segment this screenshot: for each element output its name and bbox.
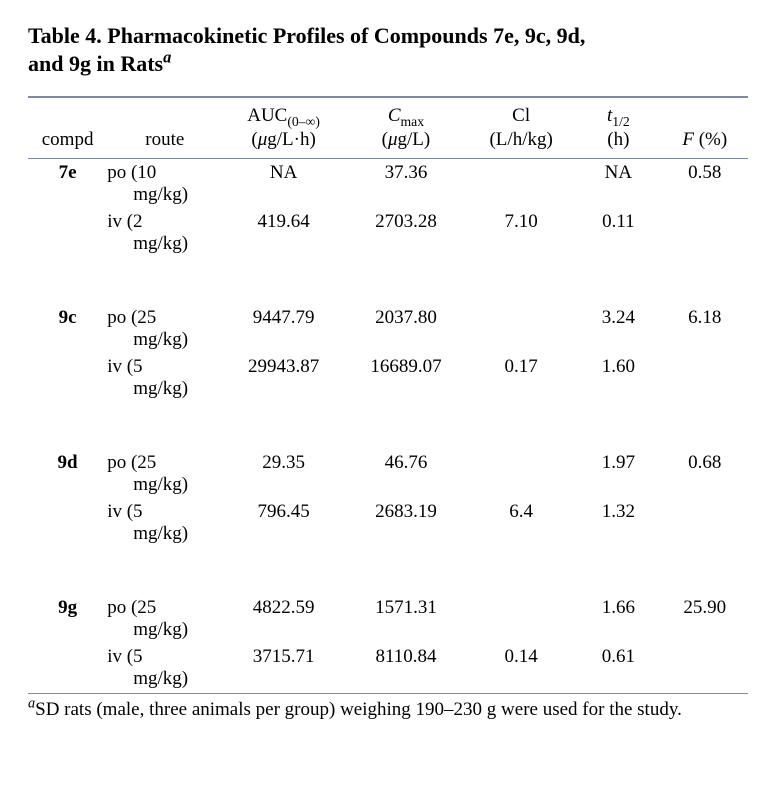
cell-f: 0.58 bbox=[662, 158, 748, 208]
cell-cmax: 2683.19 bbox=[345, 498, 467, 548]
cell-t12: 3.24 bbox=[575, 304, 661, 354]
cell-route: po (10mg/kg) bbox=[107, 158, 222, 208]
cell-route: iv (5mg/kg) bbox=[107, 498, 222, 548]
cell-cl: 0.14 bbox=[467, 643, 575, 693]
cell-cmax: 16689.07 bbox=[345, 353, 467, 403]
cell-auc: 3715.71 bbox=[222, 643, 344, 693]
cell-cmax: 8110.84 bbox=[345, 643, 467, 693]
pk-table: compd route AUC(0–∞) (μg/L·h) Cmax (μg/L… bbox=[28, 96, 748, 694]
table-row: 9cpo (25mg/kg)9447.792037.80 3.246.18 bbox=[28, 304, 748, 354]
cell-route: iv (5mg/kg) bbox=[107, 643, 222, 693]
cell-f bbox=[662, 353, 748, 403]
col-cmax: Cmax (μg/L) bbox=[345, 97, 467, 158]
group-gap bbox=[28, 548, 748, 594]
col-cl: Cl (L/h/kg) bbox=[467, 97, 575, 158]
cell-compd bbox=[28, 643, 107, 693]
cell-cl bbox=[467, 594, 575, 644]
cell-cl: 6.4 bbox=[467, 498, 575, 548]
cell-cl: 7.10 bbox=[467, 208, 575, 258]
cell-auc: 4822.59 bbox=[222, 594, 344, 644]
cell-f: 6.18 bbox=[662, 304, 748, 354]
cell-auc: 419.64 bbox=[222, 208, 344, 258]
cell-auc: 9447.79 bbox=[222, 304, 344, 354]
cell-f: 0.68 bbox=[662, 449, 748, 499]
table-body: 7epo (10mg/kg)NA37.36NA0.58iv (2mg/kg)41… bbox=[28, 158, 748, 693]
cell-cmax: 2037.80 bbox=[345, 304, 467, 354]
footnote-text: SD rats (male, three animals per group) … bbox=[35, 699, 682, 720]
cell-cl bbox=[467, 158, 575, 208]
table-row: 9dpo (25mg/kg)29.3546.76 1.970.68 bbox=[28, 449, 748, 499]
cell-route: po (25mg/kg) bbox=[107, 304, 222, 354]
table-row: iv (2mg/kg)419.642703.287.100.11 bbox=[28, 208, 748, 258]
cell-auc: NA bbox=[222, 158, 344, 208]
table-footnote: aSD rats (male, three animals per group)… bbox=[28, 698, 748, 723]
col-f: F (%) bbox=[662, 97, 748, 158]
cell-auc: 29.35 bbox=[222, 449, 344, 499]
table-figure: Table 4. Pharmacokinetic Profiles of Com… bbox=[0, 0, 776, 747]
group-gap bbox=[28, 403, 748, 449]
cell-t12: 0.61 bbox=[575, 643, 661, 693]
table-row: iv (5mg/kg)796.452683.196.41.32 bbox=[28, 498, 748, 548]
title-line-1: Table 4. Pharmacokinetic Profiles of Com… bbox=[28, 23, 585, 48]
cell-route: po (25mg/kg) bbox=[107, 449, 222, 499]
table-row: iv (5mg/kg)29943.8716689.070.171.60 bbox=[28, 353, 748, 403]
table-row: iv (5mg/kg)3715.718110.840.140.61 bbox=[28, 643, 748, 693]
title-superscript: a bbox=[163, 48, 171, 67]
cell-compd bbox=[28, 353, 107, 403]
cell-compd: 9d bbox=[28, 449, 107, 499]
cell-t12: 0.11 bbox=[575, 208, 661, 258]
cell-compd: 9g bbox=[28, 594, 107, 644]
table-row: 7epo (10mg/kg)NA37.36NA0.58 bbox=[28, 158, 748, 208]
table-row: 9gpo (25mg/kg)4822.591571.31 1.6625.90 bbox=[28, 594, 748, 644]
cell-t12: 1.60 bbox=[575, 353, 661, 403]
col-auc: AUC(0–∞) (μg/L·h) bbox=[222, 97, 344, 158]
cell-cl: 0.17 bbox=[467, 353, 575, 403]
cell-compd: 9c bbox=[28, 304, 107, 354]
cell-auc: 796.45 bbox=[222, 498, 344, 548]
cell-f: 25.90 bbox=[662, 594, 748, 644]
col-t12: t1/2 (h) bbox=[575, 97, 661, 158]
cell-route: iv (2mg/kg) bbox=[107, 208, 222, 258]
cell-cmax: 46.76 bbox=[345, 449, 467, 499]
col-route: route bbox=[107, 97, 222, 158]
cell-t12: NA bbox=[575, 158, 661, 208]
cell-cmax: 1571.31 bbox=[345, 594, 467, 644]
title-line-2: and 9g in Rats bbox=[28, 51, 163, 76]
cell-t12: 1.97 bbox=[575, 449, 661, 499]
cell-f bbox=[662, 643, 748, 693]
cell-auc: 29943.87 bbox=[222, 353, 344, 403]
cell-cl bbox=[467, 304, 575, 354]
cell-f bbox=[662, 208, 748, 258]
group-gap bbox=[28, 258, 748, 304]
cell-cmax: 2703.28 bbox=[345, 208, 467, 258]
cell-compd: 7e bbox=[28, 158, 107, 208]
cell-f bbox=[662, 498, 748, 548]
bottom-rule bbox=[28, 693, 748, 694]
cell-compd bbox=[28, 208, 107, 258]
cell-compd bbox=[28, 498, 107, 548]
table-header: compd route AUC(0–∞) (μg/L·h) Cmax (μg/L… bbox=[28, 97, 748, 158]
table-title: Table 4. Pharmacokinetic Profiles of Com… bbox=[28, 22, 748, 78]
col-compd: compd bbox=[28, 97, 107, 158]
cell-cl bbox=[467, 449, 575, 499]
cell-cmax: 37.36 bbox=[345, 158, 467, 208]
cell-route: iv (5mg/kg) bbox=[107, 353, 222, 403]
cell-t12: 1.66 bbox=[575, 594, 661, 644]
cell-route: po (25mg/kg) bbox=[107, 594, 222, 644]
cell-t12: 1.32 bbox=[575, 498, 661, 548]
